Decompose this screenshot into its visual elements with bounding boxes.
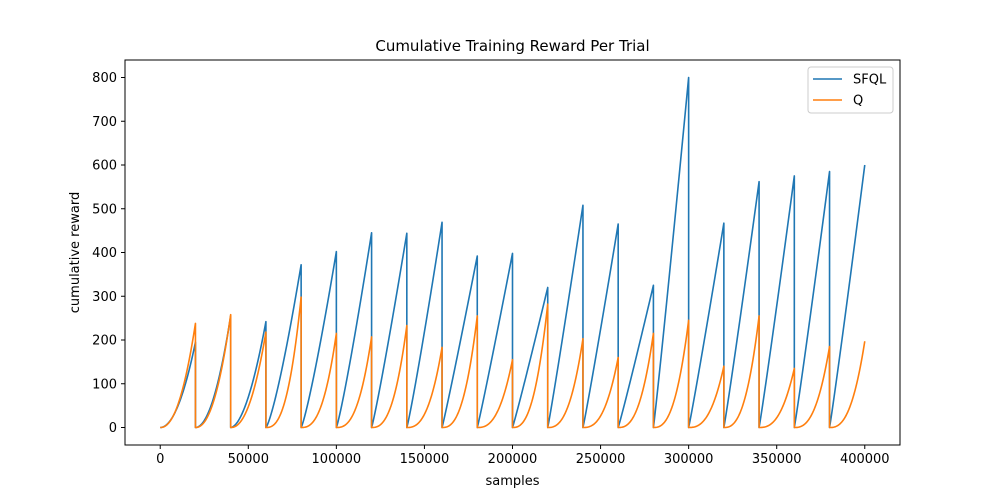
y-axis-label: cumulative reward [68, 192, 83, 313]
x-tick-label: 50000 [228, 452, 269, 467]
x-tick-label: 150000 [400, 452, 450, 467]
x-tick-label: 400000 [840, 452, 890, 467]
x-tick-label: 0 [156, 452, 164, 467]
y-tick-label: 600 [92, 159, 117, 174]
x-tick-label: 200000 [488, 452, 538, 467]
y-tick-label: 400 [92, 246, 117, 261]
legend-label-q: Q [853, 94, 863, 109]
x-axis-label: samples [485, 474, 539, 489]
y-tick-label: 500 [92, 202, 117, 217]
x-tick-label: 300000 [664, 452, 714, 467]
y-axis: 0 100 200 300 400 500 600 700 800 [92, 71, 125, 436]
y-tick-label: 200 [92, 334, 117, 349]
y-tick-label: 800 [92, 71, 117, 86]
y-tick-label: 0 [109, 421, 117, 436]
y-tick-label: 700 [92, 115, 117, 130]
series-layer [160, 76, 866, 429]
x-tick-label: 100000 [312, 452, 362, 467]
legend-label-sfql: SFQL [853, 73, 887, 88]
chart-title: Cumulative Training Reward Per Trial [375, 37, 649, 55]
series-line-q [160, 296, 866, 429]
series-line-sfql [160, 76, 866, 429]
legend: SFQL Q [807, 66, 894, 114]
y-tick-label: 100 [92, 377, 117, 392]
x-tick-label: 350000 [752, 452, 802, 467]
x-axis: 0 50000 100000 150000 200000 250000 300000 3500… [156, 445, 890, 467]
x-tick-label: 250000 [576, 452, 626, 467]
y-tick-label: 300 [92, 290, 117, 305]
